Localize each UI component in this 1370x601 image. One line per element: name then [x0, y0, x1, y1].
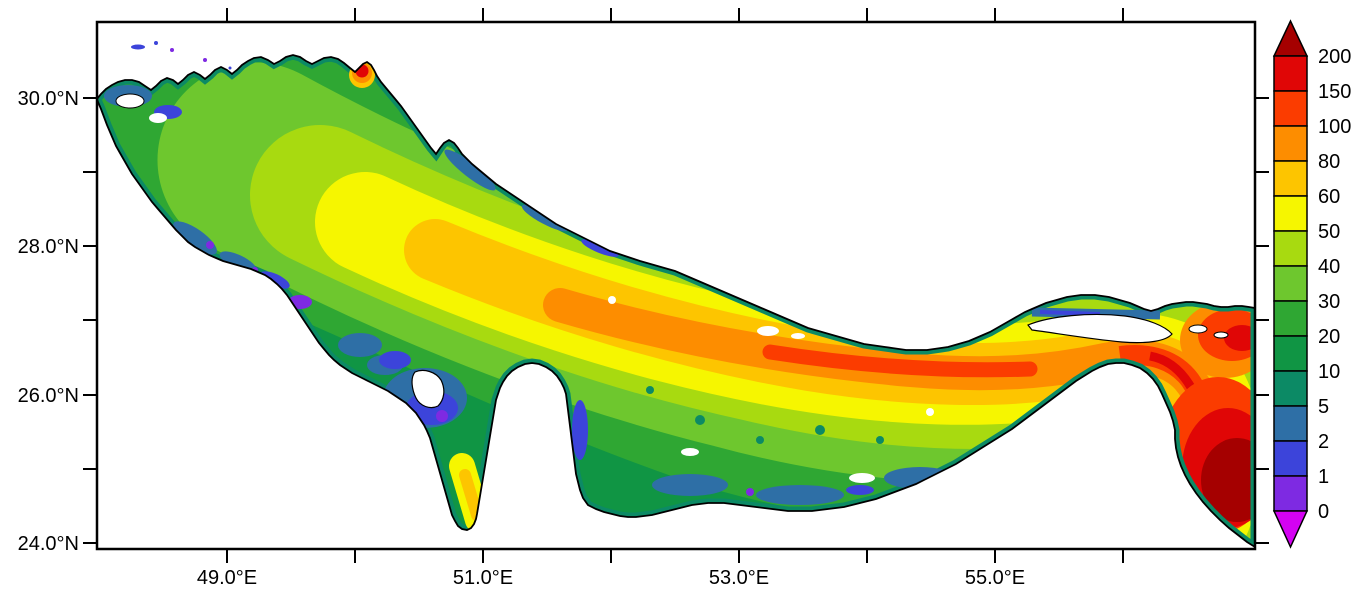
colorbar-cell-80-100 — [1273, 125, 1308, 162]
colorbar-cell-150-200 — [1273, 55, 1308, 92]
shallow-patch — [338, 333, 382, 357]
white-gap-patch — [550, 445, 556, 451]
salwa-gold — [459, 469, 483, 521]
y-axis-ticks-left — [83, 97, 97, 544]
x-tick-label-55e: 55.0°E — [965, 567, 1025, 589]
speckle — [756, 436, 764, 444]
salwa-strip — [449, 453, 491, 533]
colorbar-over-arrow — [1272, 19, 1309, 57]
colorbar-cell-1-2 — [1273, 440, 1308, 477]
river-speck — [170, 48, 174, 52]
colorbar-cell-40-50 — [1273, 230, 1308, 267]
colorbar-cell-20-30 — [1273, 300, 1308, 337]
colorbar-cell-100-150 — [1273, 90, 1308, 127]
shallow-patch — [444, 149, 496, 191]
colorbar-label-80: 80 — [1318, 151, 1340, 173]
colorbar-cell-10-20 — [1273, 335, 1308, 372]
colorbar-label-40: 40 — [1318, 256, 1340, 278]
river-speck — [203, 58, 207, 62]
colorbar-label-5: 5 — [1318, 396, 1329, 418]
shallow-patch — [572, 400, 588, 460]
speckle — [876, 436, 884, 444]
colorbar-cell-60-80 — [1273, 160, 1308, 197]
qeshm-channel-shallow — [1039, 310, 1101, 316]
white-gap-patch — [681, 448, 699, 456]
x-tick-label-51e: 51.0°E — [453, 567, 513, 589]
river-speck — [154, 41, 158, 45]
white-gap-patch — [608, 296, 616, 304]
island-qeshm — [1027, 313, 1173, 344]
colorbar-label-1: 1 — [1318, 466, 1329, 488]
colorbar-label-10: 10 — [1318, 361, 1340, 383]
colorbar-label-0: 0 — [1318, 501, 1329, 523]
white-gap-patch — [149, 113, 167, 123]
speckle — [815, 425, 825, 435]
river-speck — [228, 66, 232, 70]
shallow-patch — [173, 221, 217, 255]
shallow-patch — [846, 485, 874, 495]
river-specks — [131, 41, 232, 70]
colorbar: 200 150 100 80 60 50 40 30 20 10 5 2 1 0 — [1272, 19, 1351, 549]
shallow-speck — [746, 488, 754, 496]
colorbar-under-arrow — [1272, 510, 1309, 549]
x-tick-label-49e: 49.0°E — [197, 567, 257, 589]
islands-and-gaps — [115, 93, 1229, 483]
island-strait — [1213, 331, 1229, 339]
colorbar-label-150: 150 — [1318, 81, 1351, 103]
x-axis-ticks-top — [226, 8, 1124, 22]
deep-basin-features — [1118, 302, 1255, 533]
river-speck — [131, 44, 145, 50]
gulf-of-oman-over-200 — [1201, 438, 1255, 522]
colorbar-cell-30-40 — [1273, 265, 1308, 302]
nw-lagoon — [115, 93, 145, 109]
x-axis-ticks-bottom — [226, 549, 1124, 563]
shallow-speck — [436, 410, 448, 422]
island-bahrain — [411, 369, 445, 409]
white-gap-patch — [791, 333, 805, 339]
y-tick-label-26n: 26.0°N — [18, 385, 79, 407]
y-axis-labels: 30.0°N 28.0°N 26.0°N 24.0°N — [18, 88, 79, 555]
speckle — [646, 386, 654, 394]
colorbar-cell-0-1 — [1273, 475, 1308, 512]
colorbar-label-60: 60 — [1318, 186, 1340, 208]
shallow-speck — [206, 241, 214, 249]
contour-band-100-150-core — [762, 344, 1038, 378]
colorbar-cell-5-10 — [1273, 370, 1308, 407]
colorbar-label-30: 30 — [1318, 291, 1340, 313]
colorbar-label-100: 100 — [1318, 116, 1351, 138]
white-gap-patch — [849, 473, 875, 483]
hormuz-north-red — [1224, 325, 1255, 351]
texture-speckles — [646, 386, 884, 444]
white-gap-patch — [926, 408, 934, 416]
plot-frame — [95, 20, 1257, 551]
shallow-patch — [581, 239, 619, 257]
colorbar-label-2: 2 — [1318, 431, 1329, 453]
shallow-patch — [379, 351, 411, 369]
colorbar-cell-50-60 — [1273, 195, 1308, 232]
y-tick-label-28n: 28.0°N — [18, 236, 79, 258]
shallow-patch — [652, 474, 728, 496]
colorbar-label-200: 200 — [1318, 46, 1351, 68]
colorbar-label-50: 50 — [1318, 221, 1340, 243]
x-axis-labels: 49.0°E 51.0°E 53.0°E 55.0°E — [197, 567, 1025, 589]
y-axis-ticks-right — [1255, 97, 1269, 544]
colorbar-cell-2-5 — [1273, 405, 1308, 442]
shallow-patch — [756, 485, 844, 505]
x-tick-label-53e: 53.0°E — [709, 567, 769, 589]
colorbar-label-20: 20 — [1318, 326, 1340, 348]
island-strait — [1188, 324, 1208, 334]
y-tick-label-24n: 24.0°N — [18, 533, 79, 555]
white-gap-patch — [991, 455, 1013, 465]
y-tick-label-30n: 30.0°N — [18, 88, 79, 110]
white-gap-patch — [757, 326, 779, 336]
shallow-patch — [260, 271, 290, 289]
speckle — [695, 415, 705, 425]
colorbar-labels: 200 150 100 80 60 50 40 30 20 10 5 2 1 0 — [1318, 46, 1351, 523]
